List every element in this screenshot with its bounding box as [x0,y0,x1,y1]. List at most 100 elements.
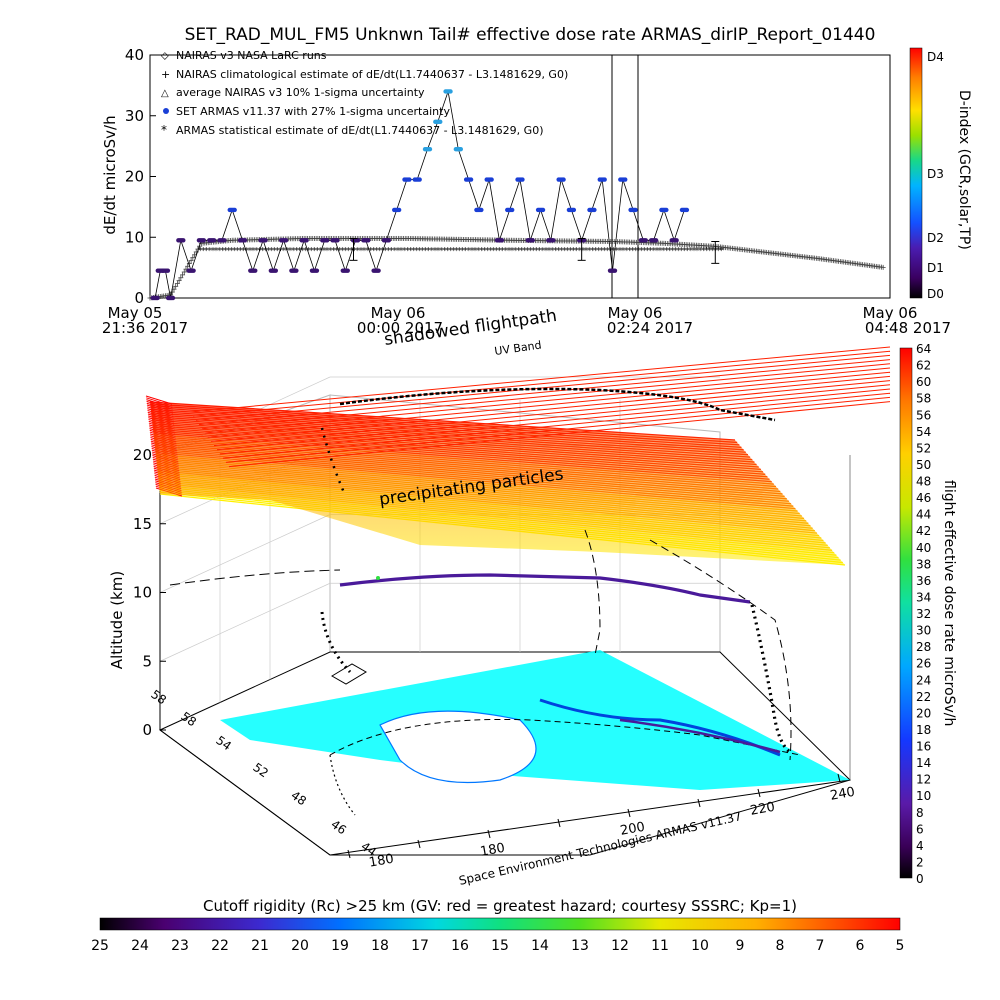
armas-stat-marker: * [368,246,373,256]
armas-stat-marker: * [238,246,243,256]
uv-label: UV Band [494,339,543,358]
rc-tick-label: 17 [411,938,429,954]
armas-stat-marker: * [645,246,650,256]
armas-stat-marker: * [716,246,721,256]
rc-tick-label: 20 [291,938,309,954]
armas-marker [366,238,371,243]
armas-stat-marker: * [649,246,654,256]
rc-tick-label: 13 [571,938,589,954]
armas-stat-marker: * [507,246,512,256]
d-index-label: D-index (GCR,solar,TP) [956,90,972,250]
armas-stat-marker: * [454,246,459,256]
armas-marker [201,238,207,243]
armas-stat-marker: * [541,246,546,256]
armas-stat-marker: * [547,246,552,256]
altitude-tick-label: 5 [142,652,152,670]
armas-stat-marker: * [679,246,684,256]
dose-tick-label: 64 [916,342,931,356]
climb-path-lower [320,611,352,674]
longitude-tick [417,839,421,849]
armas-stat-marker: * [636,246,641,256]
armas-marker [253,268,258,273]
armas-stat-marker: * [390,246,395,256]
armas-marker [232,207,237,213]
top-y-tick-label: 20 [125,168,144,186]
armas-stat-marker: * [692,246,697,256]
longitude-tick [347,849,351,859]
armas-stat-marker: * [205,246,210,256]
svg-text:*: * [161,123,167,137]
latitude-tick-label: 58 [178,709,199,729]
armas-marker [602,177,607,182]
armas-stat-marker: * [220,246,225,256]
armas-stat-marker: * [245,246,250,256]
armas-stat-marker: * [534,246,539,256]
armas-marker [170,295,176,301]
armas-stat-marker: * [476,246,481,256]
armas-marker [335,238,340,243]
dose-tick-label: 46 [916,491,931,505]
top-y-tick-label: 10 [125,228,144,246]
top-y-axis: 0 10 20 30 40 [125,46,156,307]
armas-stat-marker: * [439,246,444,256]
armas-stat-marker: * [402,246,407,256]
armas-stat-marker: * [445,246,450,256]
armas-marker [407,177,412,182]
armas-stat-marker: * [377,246,382,256]
armas-stat-marker: * [605,246,610,256]
armas-stat-marker: * [655,246,660,256]
rc-tick-label: 12 [611,938,629,954]
flightpath-3d-panel: 0 5 10 15 20 Altitude (km) 180 180 200 220 240 4… [108,306,891,888]
shadowed-flightpath [339,387,776,422]
armas-marker [191,268,196,273]
armas-stat-marker: * [337,246,342,256]
armas-marker [211,238,217,243]
d-index-colorbar [909,47,923,299]
top-y-axis-label: dE/dt microSv/h [101,115,119,234]
altitude-axis-label: Altitude (km) [108,571,126,669]
rc-tick-label: 24 [131,938,149,954]
rc-tick-label: 10 [691,938,709,954]
longitude-tick [487,829,491,839]
dose-rate-colorbar-label: flight effective dose rate microSv/h [941,480,957,726]
armas-stat-marker: * [294,246,299,256]
armas-marker [242,238,248,243]
d-index-tick-d0: D0 [927,287,944,301]
armas-stat-marker: * [642,246,647,256]
armas-stat-marker: * [359,246,364,256]
dose-tick-label: 10 [916,789,931,803]
armas-stat-marker: * [272,246,277,256]
armas-marker [581,238,587,243]
armas-stat-marker: * [581,246,586,256]
longitude-tick-label: 200 [619,820,646,839]
longitude-tick [557,818,561,828]
cruise-path [339,573,751,604]
armas-stat-marker: * [316,246,321,256]
dose-tick-label: 54 [916,425,931,439]
armas-stat-marker: * [615,246,620,256]
armas-stat-marker: * [633,246,638,256]
armas-marker [458,146,463,152]
latitude-tick-label: 48 [288,788,309,808]
top-plot-legend: ⬦ NAIRAS v3 NASA LaRC runs + NAIRAS clim… [161,49,568,137]
d-index-tick-d4: D4 [927,50,944,64]
armas-stat-marker: * [713,246,718,256]
armas-marker [263,238,268,243]
dose-tick-label: 20 [916,706,931,720]
rc-tick-label: 9 [736,938,745,954]
armas-stat-marker: * [386,246,391,256]
armas-stat-marker: * [658,246,663,256]
d-index-tick-d3: D3 [927,167,944,181]
armas-stat-marker: * [485,246,490,256]
armas-stat-marker: * [497,246,502,256]
back-wall-right [329,394,721,652]
armas-stat-marker: * [235,246,240,256]
armas-marker [417,177,422,182]
armas-stat-marker: * [719,246,724,256]
armas-stat-marker: * [343,246,348,256]
legend-armas-marker [163,108,169,114]
armas-stat-marker: * [328,246,333,256]
longitude-tick-label: 180 [368,852,395,871]
armas-stat-marker: * [624,246,629,256]
cutoff-rigidity-colorbar [99,917,901,931]
